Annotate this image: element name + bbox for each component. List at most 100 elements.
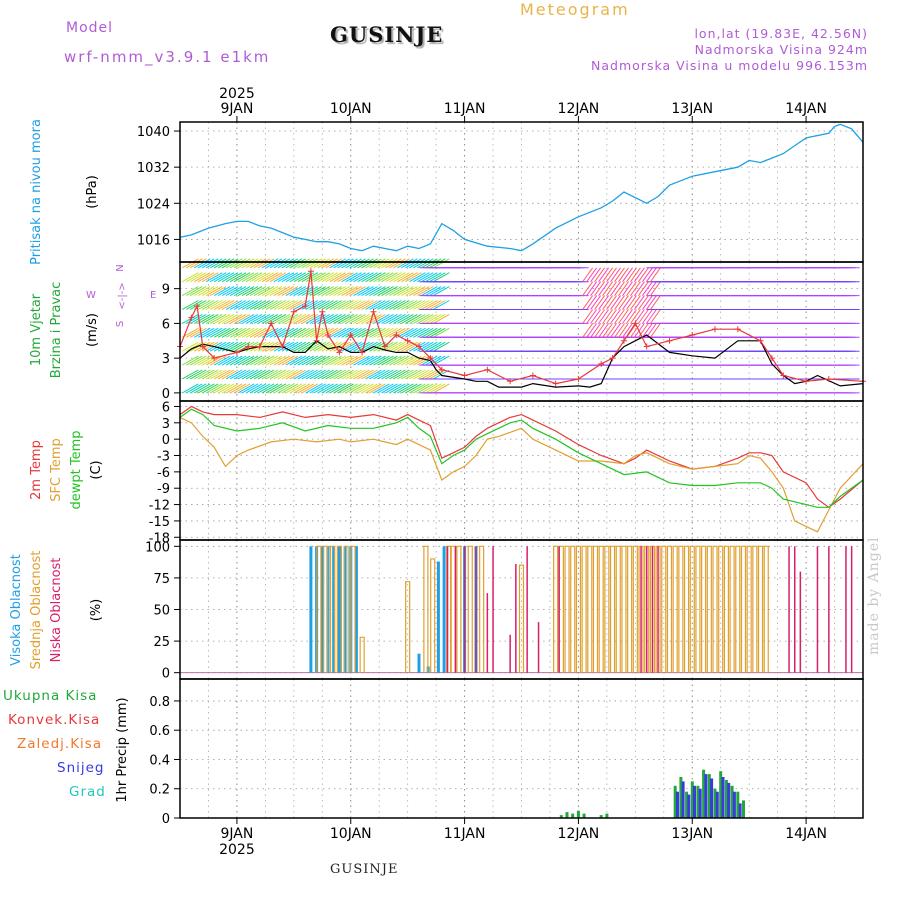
wind-arrow	[245, 258, 263, 269]
cloud-bar	[575, 545, 582, 673]
wind-arrow	[201, 258, 219, 269]
cloud-bar	[479, 545, 485, 673]
cloud-bar	[442, 546, 446, 673]
page-title: Meteogram	[520, 0, 630, 19]
wind-arrow	[369, 341, 386, 352]
wind-arrow	[606, 309, 617, 324]
wind-gust-marker	[324, 331, 331, 338]
wind-arrow	[349, 383, 366, 394]
wind-arrow	[641, 267, 653, 283]
wind-arrow	[225, 313, 243, 324]
wind-arrow	[189, 258, 207, 269]
wind-arrow	[189, 313, 207, 324]
wind-arrow	[253, 313, 271, 324]
wind-arrow	[622, 281, 633, 296]
precip-bar	[719, 771, 723, 818]
wind-arrow	[309, 272, 327, 283]
wind-arrow	[429, 313, 446, 324]
top-axis-day-label: 12JAN	[558, 101, 600, 117]
wind-arrow	[281, 272, 299, 283]
cloud-bar	[309, 546, 313, 673]
wind-arrow	[281, 258, 299, 269]
wind-arrow	[421, 313, 438, 324]
wind-arrow	[289, 327, 307, 338]
wind-arrow	[626, 309, 637, 324]
cloud-bar	[763, 545, 769, 673]
wind-arrow	[365, 313, 382, 324]
wind-arrow	[249, 258, 267, 269]
cloud-bar	[405, 581, 411, 673]
panel-frame	[179, 121, 864, 263]
wind-gust-marker	[620, 337, 627, 344]
wind-arrow	[361, 272, 378, 283]
wind-arrow	[349, 300, 366, 310]
wind-arrow	[281, 355, 299, 366]
wind-arrow	[301, 341, 319, 352]
wind-arrow	[602, 267, 613, 283]
wind-arrow	[641, 309, 653, 324]
wind-arrow	[425, 313, 442, 324]
wind-arrow	[197, 355, 215, 366]
wind-arrow	[257, 369, 275, 380]
wind-gust-marker	[313, 337, 320, 344]
wind-arrow	[297, 313, 315, 324]
wind-arrow	[337, 369, 354, 380]
wind-arrow	[301, 355, 319, 366]
wind-arrow	[293, 327, 311, 338]
wind-gust-marker	[575, 375, 582, 382]
wind-arrow	[361, 369, 378, 380]
wind-arrow	[293, 286, 311, 297]
wind-arrow	[341, 369, 358, 380]
wind-arrow	[233, 272, 251, 283]
wind-arrow	[373, 341, 390, 352]
wind-arrow	[626, 281, 637, 296]
wind-arrow	[277, 341, 295, 352]
wind-arrow	[189, 327, 207, 338]
wind-arrow	[645, 267, 657, 283]
y-tick-label: -15	[149, 515, 170, 530]
wind-arrow	[217, 300, 235, 310]
wind-arrow	[433, 286, 450, 297]
wind-gust-marker	[552, 380, 559, 387]
cloud-bar	[712, 545, 718, 673]
wind-arrow	[421, 327, 438, 338]
top-axis-day-label: 11JAN	[444, 101, 486, 117]
wind-arrow	[606, 267, 617, 283]
wind-arrow	[357, 300, 374, 310]
ylabel-temp-unit: (C)	[89, 460, 104, 479]
wind-arrow	[369, 313, 386, 324]
wind-arrow	[213, 313, 231, 324]
wind-arrow	[626, 267, 637, 283]
wind-arrow	[193, 355, 211, 366]
wind-arrow	[614, 323, 625, 338]
wind-arrow	[273, 313, 291, 324]
wind-arrow	[586, 295, 598, 310]
cloud-bar	[518, 564, 525, 673]
wind-arrow	[289, 313, 307, 324]
wind-arrow	[637, 295, 649, 310]
wind-arrow	[182, 355, 199, 366]
ylabel-cloud-mid: Srednja Oblacnost	[29, 551, 44, 670]
wind-arrow	[309, 355, 327, 366]
wind-arrow	[261, 313, 279, 324]
bottom-axis-day-label: 12JAN	[558, 826, 600, 842]
wind-arrow	[389, 341, 406, 352]
wind-arrow	[285, 327, 303, 338]
wind-arrow	[582, 309, 594, 324]
wind-arrow	[349, 341, 366, 352]
ylabel-pressure: Pritisak na nivou mora	[29, 119, 44, 265]
wind-arrow	[297, 383, 315, 394]
wind-arrow	[237, 258, 255, 269]
wind-gust-marker	[211, 355, 218, 362]
wind-arrow	[317, 258, 334, 269]
wind-arrow	[297, 355, 315, 366]
wind-arrow	[233, 300, 251, 310]
wind-arrow	[313, 300, 331, 310]
wind-arrow	[229, 369, 247, 380]
wind-arrow	[353, 369, 370, 380]
wind-gust-marker	[598, 360, 605, 367]
wind-arrow	[313, 272, 331, 283]
wind-mean-line	[179, 334, 864, 388]
wind-arrow	[321, 286, 338, 297]
precip-bar	[713, 788, 717, 818]
